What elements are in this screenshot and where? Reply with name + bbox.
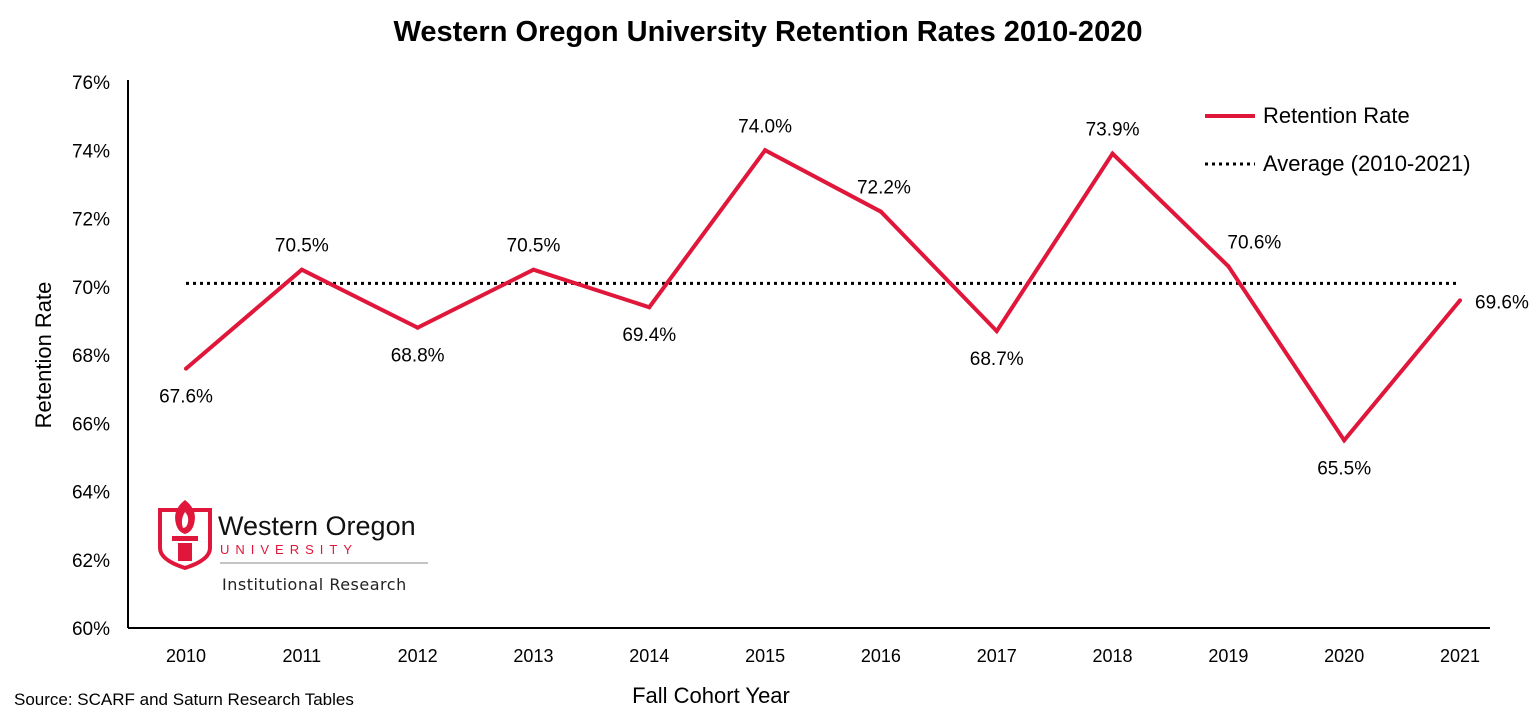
data-point bbox=[647, 305, 652, 310]
data-point bbox=[763, 148, 768, 153]
y-tick-label: 62% bbox=[72, 551, 110, 572]
data-label: 67.6% bbox=[159, 387, 213, 408]
wou-logo: Western Oregon UNIVERSITY Institutional … bbox=[158, 500, 428, 594]
x-tick-label: 2015 bbox=[745, 646, 785, 666]
data-point bbox=[878, 209, 883, 214]
x-tick-label: 2010 bbox=[166, 646, 206, 666]
data-point bbox=[994, 329, 999, 334]
y-tick-label: 76% bbox=[72, 73, 110, 94]
data-point bbox=[1458, 298, 1462, 303]
y-tick-label: 70% bbox=[72, 278, 110, 299]
x-tick-label: 2018 bbox=[1093, 646, 1133, 666]
data-point bbox=[184, 366, 188, 371]
y-tick-label: 74% bbox=[72, 141, 110, 162]
y-tick-label: 72% bbox=[72, 210, 110, 231]
logo-line1: Western Oregon bbox=[218, 511, 416, 541]
data-label: 74.0% bbox=[738, 116, 792, 137]
x-tick-label: 2020 bbox=[1324, 646, 1364, 666]
x-tick-label: 2011 bbox=[282, 646, 321, 666]
data-point bbox=[1226, 264, 1231, 269]
x-tick-label: 2014 bbox=[629, 646, 669, 666]
y-tick-label: 68% bbox=[72, 346, 110, 367]
y-tick-label: 66% bbox=[72, 414, 110, 435]
data-point bbox=[531, 267, 536, 272]
data-point bbox=[415, 325, 420, 330]
y-tick-label: 60% bbox=[72, 619, 110, 640]
source-note: Source: SCARF and Saturn Research Tables bbox=[14, 690, 354, 709]
x-tick-label: 2016 bbox=[861, 646, 901, 666]
x-tick-label: 2017 bbox=[977, 646, 1017, 666]
data-point bbox=[1110, 151, 1115, 156]
data-label: 70.5% bbox=[275, 236, 329, 257]
x-tick-label: 2021 bbox=[1440, 646, 1480, 666]
data-label: 72.2% bbox=[857, 178, 911, 199]
legend-label-retention: Retention Rate bbox=[1263, 103, 1410, 128]
x-tick-label: 2013 bbox=[513, 646, 553, 666]
logo-line3: Institutional Research bbox=[222, 575, 407, 594]
y-tick-label: 64% bbox=[72, 483, 110, 504]
x-tick-label: 2019 bbox=[1208, 646, 1248, 666]
x-tick-label: 2012 bbox=[398, 646, 438, 666]
x-axis-label: Fall Cohort Year bbox=[632, 683, 790, 708]
data-label: 68.8% bbox=[391, 346, 445, 367]
data-point bbox=[1342, 438, 1347, 443]
torch-shield-icon bbox=[158, 500, 212, 571]
logo-line2: UNIVERSITY bbox=[220, 542, 358, 557]
data-point bbox=[299, 267, 304, 272]
y-axis-label: Retention Rate bbox=[31, 282, 56, 429]
data-label: 65.5% bbox=[1317, 458, 1371, 479]
data-label: 70.5% bbox=[507, 236, 561, 257]
data-label: 68.7% bbox=[970, 349, 1024, 370]
chart-title: Western Oregon University Retention Rate… bbox=[393, 16, 1143, 48]
data-label: 69.6% bbox=[1475, 292, 1529, 313]
data-label: 73.9% bbox=[1086, 120, 1140, 141]
data-label: 70.6% bbox=[1227, 232, 1281, 253]
retention-rate-line bbox=[184, 147, 1462, 444]
data-label: 69.4% bbox=[622, 325, 676, 346]
legend-label-average: Average (2010-2021) bbox=[1263, 151, 1471, 176]
